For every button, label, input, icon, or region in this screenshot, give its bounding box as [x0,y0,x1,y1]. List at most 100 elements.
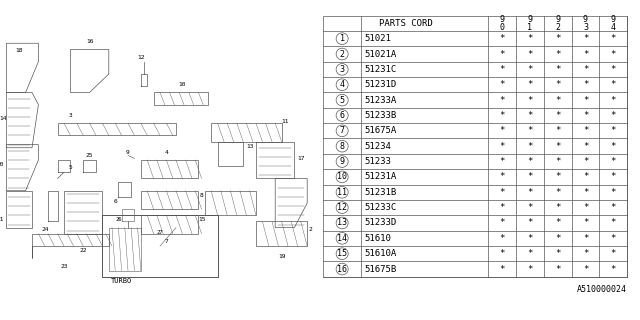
Text: 8: 8 [200,193,204,198]
Text: *: * [611,172,616,181]
Text: *: * [527,172,532,181]
Text: 51231B: 51231B [364,188,397,197]
Text: *: * [583,203,588,212]
Text: *: * [555,111,560,120]
Text: *: * [555,142,560,151]
Text: *: * [499,234,504,243]
Text: 14: 14 [0,116,7,121]
Text: 51675A: 51675A [364,126,397,135]
Text: *: * [583,80,588,89]
Text: *: * [499,203,504,212]
Text: 51675B: 51675B [364,265,397,274]
Text: 9
1: 9 1 [527,15,532,32]
Text: *: * [583,50,588,59]
Text: *: * [583,249,588,258]
Text: 3: 3 [340,65,345,74]
Bar [102,215,218,277]
Text: 8: 8 [340,142,345,151]
Text: *: * [499,80,504,89]
Text: 9: 9 [340,157,345,166]
Bar [323,16,627,277]
Text: *: * [499,65,504,74]
Text: 51231C: 51231C [364,65,397,74]
Text: 9
2: 9 2 [555,15,560,32]
Text: 23: 23 [60,264,68,268]
Text: *: * [611,111,616,120]
Text: *: * [555,80,560,89]
Text: 12: 12 [137,55,145,60]
Text: *: * [611,234,616,243]
Text: *: * [611,188,616,197]
Text: 11: 11 [282,119,289,124]
Text: 15: 15 [337,249,347,258]
Text: *: * [583,111,588,120]
Text: *: * [611,219,616,228]
Text: 13: 13 [337,219,347,228]
Text: *: * [555,50,560,59]
Text: 5: 5 [68,165,72,170]
Text: *: * [499,188,504,197]
Text: *: * [583,126,588,135]
Text: *: * [583,172,588,181]
Text: 7: 7 [164,239,168,244]
Text: *: * [583,142,588,151]
Text: *: * [527,142,532,151]
Text: *: * [611,34,616,43]
Text: *: * [527,65,532,74]
Text: 51231A: 51231A [364,172,397,181]
Text: 10: 10 [337,172,347,181]
Text: 25: 25 [86,153,93,158]
Text: *: * [583,96,588,105]
Text: *: * [555,126,560,135]
Text: *: * [499,219,504,228]
Text: 14: 14 [337,234,347,243]
Text: *: * [611,65,616,74]
Text: *: * [555,172,560,181]
Text: *: * [527,234,532,243]
Text: 15: 15 [198,218,205,222]
Text: 51231D: 51231D [364,80,397,89]
Text: 7: 7 [340,126,345,135]
Text: *: * [555,65,560,74]
Text: *: * [555,234,560,243]
Text: *: * [499,50,504,59]
Text: *: * [555,157,560,166]
Text: *: * [527,126,532,135]
Text: *: * [555,188,560,197]
Text: *: * [583,65,588,74]
Text: *: * [583,157,588,166]
Text: *: * [499,111,504,120]
Text: *: * [583,34,588,43]
Text: 10: 10 [179,82,186,87]
Text: 21: 21 [0,218,4,222]
Text: *: * [499,126,504,135]
Text: *: * [611,142,616,151]
Text: *: * [555,34,560,43]
Text: 13: 13 [246,144,253,149]
Text: *: * [583,188,588,197]
Text: *: * [499,157,504,166]
Text: *: * [611,50,616,59]
Text: 9
0: 9 0 [499,15,504,32]
Text: 4: 4 [340,80,345,89]
Text: *: * [527,265,532,274]
Text: *: * [527,111,532,120]
Text: *: * [555,219,560,228]
Text: *: * [527,219,532,228]
Text: 3: 3 [68,113,72,118]
Text: 51610A: 51610A [364,249,397,258]
Text: *: * [527,203,532,212]
Text: 18: 18 [15,48,23,53]
Text: *: * [555,265,560,274]
Text: 27: 27 [157,230,163,235]
Text: *: * [527,188,532,197]
Text: *: * [527,50,532,59]
Text: 17: 17 [297,156,305,161]
Text: *: * [583,265,588,274]
Text: 6: 6 [340,111,345,120]
Text: 12: 12 [337,203,347,212]
Text: *: * [527,34,532,43]
Text: PARTS CORD: PARTS CORD [379,19,433,28]
Text: *: * [611,157,616,166]
Text: 9: 9 [126,150,130,155]
